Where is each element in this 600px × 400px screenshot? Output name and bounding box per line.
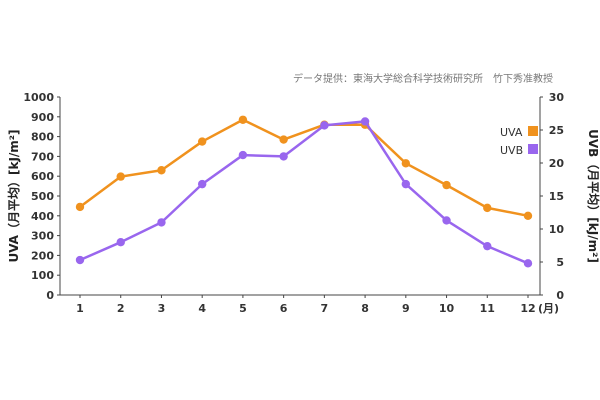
right-tick-label: 0 — [556, 289, 564, 302]
x-tick-label: 2 — [117, 302, 125, 315]
right-tick-label: 5 — [556, 256, 564, 269]
point-uvb — [523, 259, 533, 268]
legend-swatch-uvb — [528, 144, 538, 154]
left-tick-label: 800 — [31, 131, 54, 144]
right-tick-label: 30 — [549, 91, 565, 104]
left-tick-label: 1000 — [23, 91, 54, 104]
point-uva — [523, 211, 533, 220]
x-tick-label: 10 — [439, 302, 455, 315]
x-tick-label: 3 — [158, 302, 166, 315]
series-layer — [75, 115, 533, 268]
point-uva — [401, 159, 411, 168]
x-tick-label: 4 — [198, 302, 206, 315]
legend: UVA UVB — [500, 126, 538, 157]
x-tick-label: 8 — [361, 302, 369, 315]
left-tick-label: 100 — [31, 269, 54, 282]
legend-label-uva: UVA — [500, 126, 523, 139]
point-uva — [483, 203, 492, 213]
point-uva — [197, 137, 207, 146]
left-tick-label: 600 — [31, 170, 54, 183]
left-axis-label: UVA（月平均）[kJ/m²] — [6, 129, 21, 262]
point-uva — [116, 172, 125, 181]
left-tick-label: 400 — [31, 210, 54, 223]
point-uva — [238, 115, 248, 124]
x-tick-label: 5 — [239, 302, 247, 315]
source-note: データ提供：東海大学総合科学技術研究所 竹下秀准教授 — [293, 72, 553, 85]
x-tick-label: 9 — [402, 302, 410, 315]
x-tick-label: 1 — [76, 302, 84, 315]
series-line-uva — [79, 118, 529, 218]
left-tick-label: 200 — [31, 249, 54, 262]
left-tick-label: 300 — [31, 230, 54, 243]
point-uva — [442, 180, 451, 190]
right-axis-ticks: 0 5 10 15 20 25 30 — [540, 91, 564, 302]
right-axis-label: UVB（月平均）[kJ/m²] — [586, 129, 600, 263]
x-unit-label: (月) — [538, 302, 559, 315]
point-uvb — [320, 121, 329, 130]
point-uva — [279, 135, 288, 144]
point-uvb — [279, 152, 288, 161]
point-uvb — [442, 216, 451, 225]
point-uvb — [197, 179, 207, 189]
point-uva — [157, 166, 166, 175]
x-tick-label: 6 — [280, 302, 288, 315]
x-axis-ticks: 1 2 3 4 5 6 7 8 9 10 11 12 (月) — [76, 295, 559, 315]
legend-label-uvb: UVB — [500, 144, 523, 157]
point-uvb — [401, 179, 411, 189]
series-line-uvb — [79, 120, 529, 265]
right-tick-label: 10 — [549, 223, 565, 236]
x-tick-label: 11 — [480, 302, 495, 315]
left-tick-label: 700 — [31, 150, 54, 163]
point-uvb — [75, 255, 85, 265]
right-tick-label: 15 — [549, 190, 564, 203]
x-tick-label: 12 — [520, 302, 535, 315]
point-uvb — [116, 238, 125, 247]
left-tick-label: 900 — [31, 111, 54, 124]
right-tick-label: 20 — [549, 157, 565, 170]
point-uvb — [360, 117, 370, 126]
point-uvb — [483, 241, 492, 251]
left-tick-label: 500 — [31, 190, 54, 203]
series-uvb — [75, 117, 533, 268]
point-uvb — [157, 218, 166, 227]
point-uvb — [238, 150, 248, 160]
series-uva — [75, 115, 533, 220]
point-uva — [75, 202, 85, 212]
legend-swatch-uva — [528, 126, 538, 136]
x-tick-label: 7 — [321, 302, 329, 315]
left-axis-ticks: 0 100 200 300 400 500 600 700 800 900 1000 — [23, 91, 60, 302]
left-tick-label: 0 — [46, 289, 54, 302]
right-tick-label: 25 — [549, 124, 564, 137]
